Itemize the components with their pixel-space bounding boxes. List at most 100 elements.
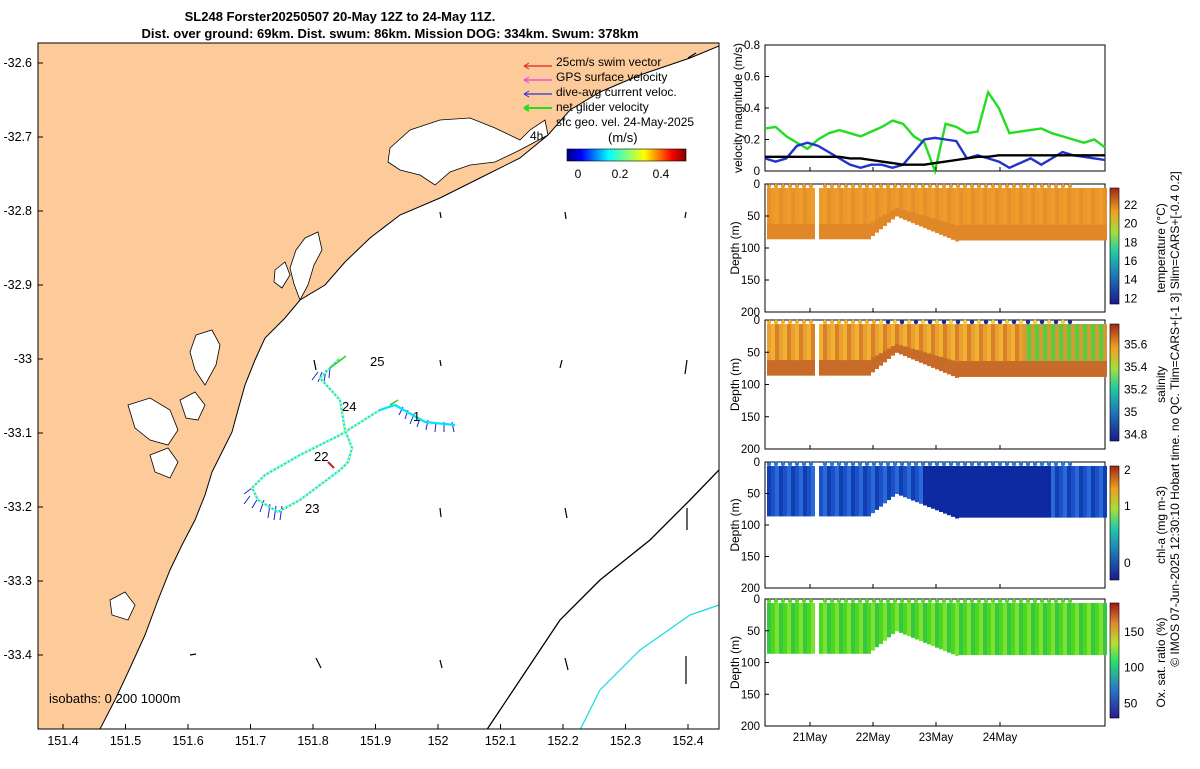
profile-column <box>1051 466 1055 518</box>
profile-column <box>887 603 891 638</box>
colorbar-tick-label: 18 <box>1124 235 1138 249</box>
section-ytick-label: 150 <box>741 275 760 287</box>
profile-column <box>995 603 999 656</box>
profile-layer <box>935 355 939 370</box>
profile-layer <box>911 348 915 360</box>
profile-column <box>819 188 823 240</box>
profile-column <box>791 466 795 517</box>
isobaths-label: isobaths: 0 200 1000m <box>49 691 181 706</box>
surface-sample-dot <box>892 461 898 467</box>
title-line-1: SL248 Forster20250507 20-May 12Z to 24-M… <box>184 9 496 24</box>
profile-layer <box>1067 361 1071 377</box>
profile-column <box>839 324 843 376</box>
profile-column <box>843 466 847 517</box>
surface-sample-dot <box>878 461 884 467</box>
profile-layer <box>791 360 795 376</box>
profile-column <box>839 603 843 654</box>
surface-sample-dot <box>780 183 786 189</box>
profile-column <box>783 466 787 517</box>
profile-column <box>987 324 991 377</box>
surface-sample-dot <box>1011 319 1017 325</box>
surface-sample-dot <box>1053 598 1059 604</box>
profile-column <box>1067 324 1071 377</box>
profile-layer <box>939 356 943 372</box>
profile-column <box>1059 603 1063 656</box>
profile-layer <box>843 360 847 376</box>
profile-layer <box>979 224 983 241</box>
profile-layer <box>843 223 847 240</box>
profile-column <box>1099 603 1103 656</box>
profile-column <box>1075 466 1079 518</box>
map-xtick-label: 151.6 <box>172 734 203 748</box>
profile-column <box>1051 188 1055 241</box>
profile-layer <box>819 360 823 376</box>
profile-column <box>767 603 771 654</box>
map-ytick-label: -32.7 <box>4 130 33 144</box>
surface-sample-dot <box>920 319 926 325</box>
profile-layer <box>1027 224 1031 241</box>
profile-layer <box>819 223 823 240</box>
profile-column <box>1079 466 1083 518</box>
profile-layer <box>907 347 911 358</box>
profile-column <box>807 466 811 517</box>
surface-sample-dot <box>997 319 1003 325</box>
profile-column <box>1055 603 1059 656</box>
profile-layer <box>987 224 991 241</box>
profile-column <box>779 324 783 376</box>
day-label-22: 22 <box>314 449 328 464</box>
surface-sample-dot <box>857 319 863 325</box>
legend-swim-vector: 25cm/s swim vector <box>556 55 661 69</box>
profile-column <box>915 466 919 503</box>
profile-layer <box>991 361 995 377</box>
surface-sample-dot <box>808 183 814 189</box>
profile-layer <box>831 360 835 376</box>
day-label-1: 1 <box>413 409 420 424</box>
colorbar-tick-label: 16 <box>1124 254 1138 268</box>
profile-column <box>939 188 943 235</box>
profile-column <box>939 466 943 512</box>
profile-column <box>1079 188 1083 241</box>
profile-layer <box>807 223 811 240</box>
surface-sample-dot <box>962 598 968 604</box>
profile-column <box>843 603 847 654</box>
profile-layer <box>1043 224 1047 241</box>
colorbar-tick-label: 50 <box>1124 697 1138 711</box>
profile-column <box>1071 324 1075 377</box>
profile-layer <box>923 352 927 365</box>
profile-column <box>839 188 843 240</box>
profile-layer <box>1075 361 1079 377</box>
profile-column <box>1035 603 1039 656</box>
surface-sample-dot <box>927 319 933 325</box>
profile-column <box>871 188 875 236</box>
date-tick-label: 23May <box>919 732 954 744</box>
profile-layer <box>835 360 839 376</box>
profile-layer <box>1087 224 1091 241</box>
profile-column <box>931 466 935 509</box>
profile-layer <box>799 223 803 240</box>
colorbar-label: temperature (°C) <box>1154 203 1168 293</box>
profile-column <box>1055 324 1059 377</box>
profile-layer <box>827 223 831 240</box>
profile-column <box>871 466 875 514</box>
profile-column <box>1031 188 1035 241</box>
section-ytick-label: 200 <box>741 444 760 456</box>
surface-sample-dot <box>885 183 891 189</box>
profile-column <box>847 188 851 240</box>
surface-sample-dot <box>1067 598 1073 604</box>
profile-column <box>931 603 935 647</box>
surface-sample-dot <box>829 598 835 604</box>
profile-layer <box>1011 361 1015 377</box>
surface-sample-dot <box>836 598 842 604</box>
profile-layer <box>811 360 815 376</box>
profile-column <box>1091 466 1095 518</box>
section-ytick-label: 0 <box>754 179 760 191</box>
profile-column <box>823 466 827 517</box>
profile-layer <box>827 360 831 376</box>
profile-column <box>867 324 871 376</box>
profile-column <box>831 603 835 654</box>
colorbar-tick-label: 0 <box>1124 556 1131 570</box>
profile-layer <box>887 348 891 359</box>
profile-column <box>1039 188 1043 241</box>
section-ytick-label: 150 <box>741 552 760 564</box>
